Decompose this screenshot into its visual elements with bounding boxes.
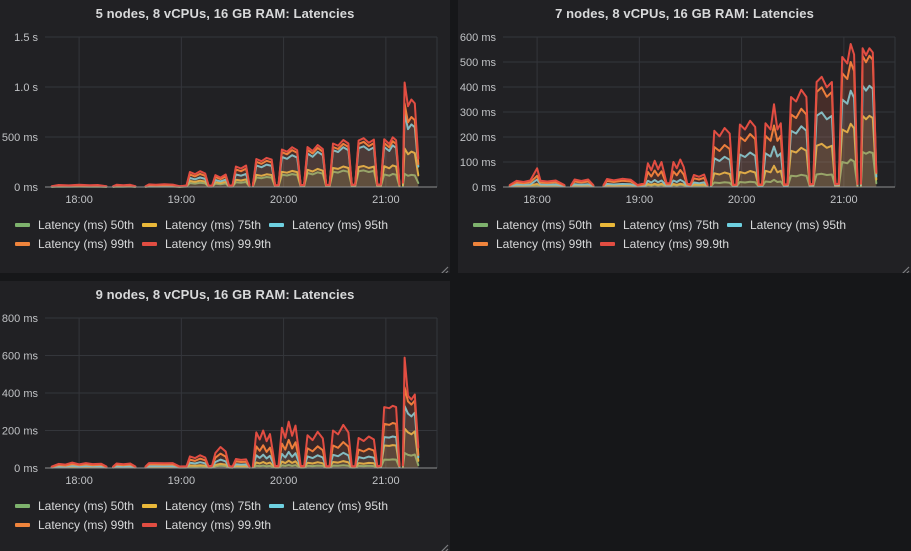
- legend-item-99th[interactable]: Latency (ms) 99th: [15, 518, 142, 532]
- y-tick-label: 500 ms: [460, 57, 497, 69]
- y-tick-label: 300 ms: [460, 107, 497, 119]
- legend-series-color-swatch: [269, 222, 284, 227]
- latency-graph[interactable]: 0 ms 200 ms 400 ms 600 ms 800 ms 18:00 19:00 20…: [0, 308, 444, 493]
- grid: [45, 36, 438, 187]
- legend-series-color-swatch: [473, 241, 488, 246]
- legend-series-color-swatch: [727, 222, 742, 227]
- legend-series-color-swatch: [142, 503, 157, 508]
- legend-series-color-swatch: [15, 503, 30, 508]
- legend-item-75th[interactable]: Latency (ms) 75th: [142, 499, 269, 513]
- legend-series-label: Latency (ms) 99.9th: [165, 236, 272, 251]
- panel-resize-handle[interactable]: [900, 262, 910, 273]
- legend-series-label: Latency (ms) 99.9th: [623, 236, 730, 251]
- panel-7-nodes-latencies: 7 nodes, 8 vCPUs, 16 GB RAM: Latencies 0 …: [458, 0, 911, 273]
- latency-graph[interactable]: 0 ms 500 ms 1.0 s 1.5 s 18:00 19:00 20:00 21:00: [0, 27, 444, 212]
- legend-series-color-swatch: [269, 503, 284, 508]
- legend-series-label: Latency (ms) 50th: [38, 217, 135, 232]
- legend-series-label: Latency (ms) 99th: [38, 517, 135, 532]
- y-tick-label: 0 ms: [14, 463, 38, 475]
- legend-series-color-swatch: [142, 222, 157, 227]
- grid: [503, 36, 896, 187]
- legend-series-color-swatch: [142, 241, 157, 246]
- panel-resize-handle[interactable]: [439, 262, 449, 273]
- legend-item-95th[interactable]: Latency (ms) 95th: [269, 218, 429, 232]
- x-tick-label: 19:00: [168, 475, 196, 487]
- legend-item-75th[interactable]: Latency (ms) 75th: [142, 218, 269, 232]
- panel-9-nodes-latencies: 9 nodes, 8 vCPUs, 16 GB RAM: Latencies 0 …: [0, 281, 450, 551]
- y-tick-label: 400 ms: [2, 388, 39, 400]
- x-tick-label: 18:00: [523, 194, 551, 206]
- legend-series-label: Latency (ms) 50th: [496, 217, 593, 232]
- legend-series-color-swatch: [600, 222, 615, 227]
- y-tick-label: 1.5 s: [14, 32, 38, 44]
- graph-legend: Latency (ms) 50th Latency (ms) 75th Latenc…: [458, 212, 911, 273]
- legend-series-label: Latency (ms) 75th: [165, 498, 262, 513]
- legend-series-color-swatch: [15, 522, 30, 527]
- legend-item-99-9th[interactable]: Latency (ms) 99.9th: [600, 236, 730, 251]
- x-tick-label: 19:00: [626, 194, 654, 206]
- graph-legend: Latency (ms) 50th Latency (ms) 75th Latenc…: [0, 493, 450, 551]
- y-tick-label: 200 ms: [2, 426, 39, 438]
- legend-item-95th[interactable]: Latency (ms) 95th: [269, 499, 429, 513]
- graph-legend: Latency (ms) 50th Latency (ms) 75th Latenc…: [0, 212, 450, 273]
- legend-series-label: Latency (ms) 50th: [38, 498, 135, 513]
- legend-series-label: Latency (ms) 95th: [292, 217, 389, 232]
- legend-series-label: Latency (ms) 99.9th: [165, 517, 272, 532]
- y-tick-label: 600 ms: [2, 351, 39, 363]
- x-tick-label: 21:00: [830, 194, 858, 206]
- legend-series-label: Latency (ms) 75th: [623, 217, 720, 232]
- x-tick-label: 21:00: [372, 194, 400, 206]
- legend-item-99-9th[interactable]: Latency (ms) 99.9th: [142, 517, 272, 532]
- panel-title[interactable]: 5 nodes, 8 vCPUs, 16 GB RAM: Latencies: [95, 6, 355, 21]
- legend-series-color-swatch: [600, 241, 615, 246]
- legend-series-label: Latency (ms) 95th: [292, 498, 389, 513]
- y-tick-label: 500 ms: [2, 132, 39, 144]
- legend-series-label: Latency (ms) 99th: [38, 236, 135, 251]
- legend-series-label: Latency (ms) 99th: [496, 236, 593, 251]
- x-tick-label: 20:00: [270, 475, 298, 487]
- y-tick-label: 400 ms: [460, 82, 497, 94]
- series-latency-99-9th: [50, 356, 420, 468]
- x-tick-label: 18:00: [65, 475, 93, 487]
- legend-item-95th[interactable]: Latency (ms) 95th: [727, 218, 887, 232]
- panel-title[interactable]: 9 nodes, 8 vCPUs, 16 GB RAM: Latencies: [95, 287, 355, 302]
- y-tick-label: 100 ms: [460, 157, 497, 169]
- x-tick-label: 21:00: [372, 475, 400, 487]
- x-tick-label: 20:00: [728, 194, 756, 206]
- legend-item-50th[interactable]: Latency (ms) 50th: [15, 499, 142, 513]
- legend-series-label: Latency (ms) 75th: [165, 217, 262, 232]
- legend-item-99th[interactable]: Latency (ms) 99th: [473, 237, 600, 251]
- series-latency-99-9th: [508, 43, 878, 187]
- legend-series-color-swatch: [142, 522, 157, 527]
- y-tick-label: 0 ms: [472, 182, 496, 194]
- y-tick-label: 200 ms: [460, 132, 497, 144]
- legend-item-50th[interactable]: Latency (ms) 50th: [473, 218, 600, 232]
- legend-item-99th[interactable]: Latency (ms) 99th: [15, 237, 142, 251]
- x-tick-label: 19:00: [168, 194, 196, 206]
- y-tick-label: 800 ms: [2, 313, 39, 325]
- legend-item-50th[interactable]: Latency (ms) 50th: [15, 218, 142, 232]
- y-tick-label: 0 ms: [14, 182, 38, 194]
- legend-series-color-swatch: [473, 222, 488, 227]
- x-tick-label: 20:00: [270, 194, 298, 206]
- panel-resize-handle[interactable]: [439, 540, 449, 551]
- legend-item-75th[interactable]: Latency (ms) 75th: [600, 218, 727, 232]
- legend-series-color-swatch: [15, 222, 30, 227]
- legend-series-label: Latency (ms) 95th: [750, 217, 847, 232]
- y-tick-label: 1.0 s: [14, 82, 38, 94]
- x-tick-label: 18:00: [65, 194, 93, 206]
- panel-5-nodes-latencies: 5 nodes, 8 vCPUs, 16 GB RAM: Latencies 0 …: [0, 0, 450, 273]
- legend-series-color-swatch: [15, 241, 30, 246]
- latency-graph[interactable]: 0 ms 100 ms 200 ms 300 ms 400 ms 500 ms 600 ms…: [458, 27, 902, 212]
- panel-title[interactable]: 7 nodes, 8 vCPUs, 16 GB RAM: Latencies: [555, 6, 814, 21]
- grid: [45, 317, 438, 468]
- legend-item-99-9th[interactable]: Latency (ms) 99.9th: [142, 236, 272, 251]
- y-tick-label: 600 ms: [460, 32, 497, 44]
- series-latency-99-9th: [50, 81, 420, 188]
